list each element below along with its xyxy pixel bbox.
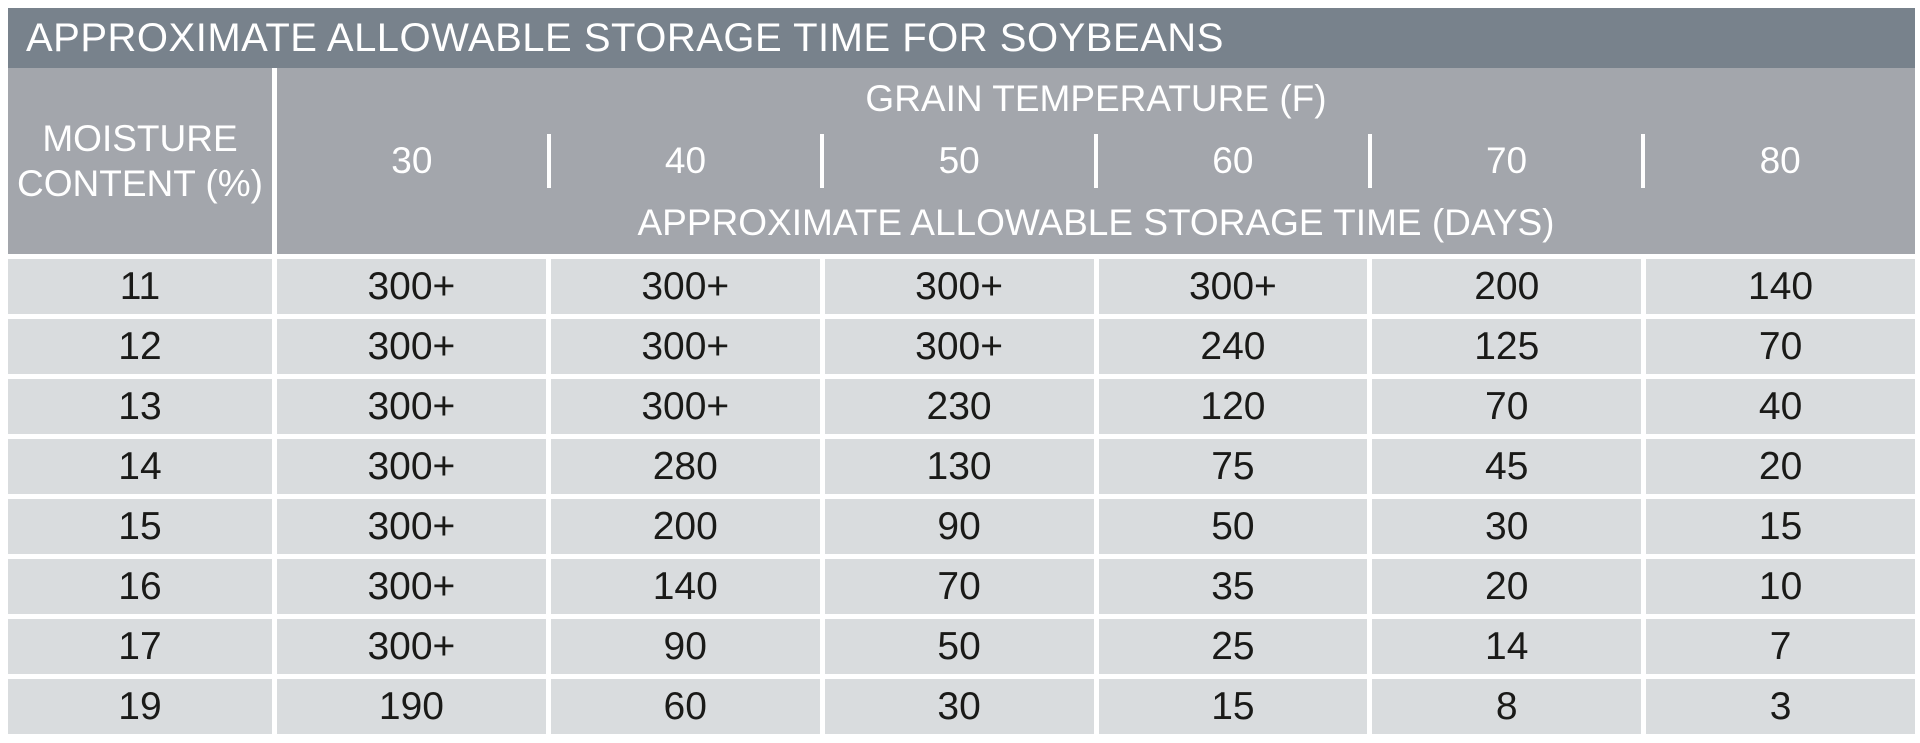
value-cell: 70 [1372, 379, 1642, 434]
table-row: 14 300+ 280 130 75 45 20 [8, 439, 1915, 494]
row-header-moisture-content: MOISTURE CONTENT (%) [8, 68, 272, 254]
value-cell: 90 [550, 619, 820, 674]
value-cell: 15 [1646, 499, 1915, 554]
temp-column-separator [1641, 134, 1646, 188]
value-cell: 75 [1098, 439, 1368, 494]
sub-header-storage-time-days: APPROXIMATE ALLOWABLE STORAGE TIME (DAYS… [637, 202, 1555, 243]
temp-column-separator [546, 134, 551, 188]
value-cell: 30 [1372, 499, 1642, 554]
table-row: 16 300+ 140 70 35 20 10 [8, 559, 1915, 614]
table-row: 19 190 60 30 15 8 3 [8, 679, 1915, 734]
value-cell: 230 [824, 379, 1094, 434]
moisture-cell: 19 [8, 679, 272, 734]
value-cell: 300+ [824, 319, 1094, 374]
value-cell: 60 [550, 679, 820, 734]
moisture-cell: 15 [8, 499, 272, 554]
temp-column-separator [1367, 134, 1372, 188]
table-header: MOISTURE CONTENT (%) GRAIN TEMPERATURE (… [8, 68, 1915, 254]
moisture-cell: 11 [8, 259, 272, 314]
value-cell: 120 [1098, 379, 1368, 434]
moisture-cell: 16 [8, 559, 272, 614]
table-row: 13 300+ 300+ 230 120 70 40 [8, 379, 1915, 434]
table-row: 12 300+ 300+ 300+ 240 125 70 [8, 319, 1915, 374]
row-header-line2: CONTENT (%) [17, 163, 263, 204]
value-cell: 8 [1372, 679, 1642, 734]
temp-column-header: 80 [1759, 140, 1801, 181]
row-header-line1: MOISTURE [42, 117, 238, 159]
value-cell: 20 [1646, 439, 1915, 494]
table-title: APPROXIMATE ALLOWABLE STORAGE TIME FOR S… [8, 8, 1915, 68]
value-cell: 300+ [277, 379, 546, 434]
value-cell: 15 [1098, 679, 1368, 734]
value-cell: 300+ [550, 259, 820, 314]
value-cell: 300+ [277, 619, 546, 674]
value-cell: 200 [1372, 259, 1642, 314]
value-cell: 130 [824, 439, 1094, 494]
value-cell: 300+ [277, 319, 546, 374]
temp-column-header: 70 [1485, 140, 1528, 181]
value-cell: 300+ [1098, 259, 1368, 314]
value-cell: 7 [1646, 619, 1915, 674]
value-cell: 190 [277, 679, 546, 734]
temp-column-header: 60 [1212, 140, 1254, 181]
value-cell: 300+ [550, 319, 820, 374]
table-row: 15 300+ 200 90 50 30 15 [8, 499, 1915, 554]
value-cell: 30 [824, 679, 1094, 734]
value-cell: 140 [1646, 259, 1915, 314]
value-cell: 280 [550, 439, 820, 494]
table-row: 17 300+ 90 50 25 14 7 [8, 619, 1915, 674]
temperature-header-group: GRAIN TEMPERATURE (F) 30 40 50 60 70 80 APPRO… [277, 68, 1915, 254]
value-cell: 300+ [277, 559, 546, 614]
value-cell: 70 [824, 559, 1094, 614]
value-cell: 20 [1372, 559, 1642, 614]
temp-column-header: 50 [938, 140, 980, 181]
value-cell: 90 [824, 499, 1094, 554]
moisture-cell: 12 [8, 319, 272, 374]
value-cell: 50 [824, 619, 1094, 674]
data-rows: 11 300+ 300+ 300+ 300+ 200 140 12 300+ 300+ 300+ 24… [8, 259, 1915, 734]
value-cell: 300+ [277, 499, 546, 554]
table-row: 11 300+ 300+ 300+ 300+ 200 140 [8, 259, 1915, 314]
value-cell: 50 [1098, 499, 1368, 554]
value-cell: 200 [550, 499, 820, 554]
value-cell: 40 [1646, 379, 1915, 434]
temp-column-separator [1094, 134, 1099, 188]
value-cell: 3 [1646, 679, 1915, 734]
value-cell: 25 [1098, 619, 1368, 674]
temp-column-header: 40 [664, 140, 707, 181]
value-cell: 125 [1372, 319, 1642, 374]
value-cell: 300+ [824, 259, 1094, 314]
value-cell: 140 [550, 559, 820, 614]
value-cell: 70 [1646, 319, 1915, 374]
temp-columns-row: 30 40 50 60 70 80 [277, 130, 1915, 192]
value-cell: 300+ [277, 259, 546, 314]
value-cell: 14 [1372, 619, 1642, 674]
value-cell: 45 [1372, 439, 1642, 494]
moisture-cell: 14 [8, 439, 272, 494]
value-cell: 240 [1098, 319, 1368, 374]
temp-column-separator [820, 134, 825, 188]
column-group-header-grain-temperature: GRAIN TEMPERATURE (F) [865, 78, 1327, 119]
value-cell: 35 [1098, 559, 1368, 614]
value-cell: 300+ [550, 379, 820, 434]
temp-column-header: 30 [391, 140, 433, 181]
moisture-cell: 17 [8, 619, 272, 674]
value-cell: 300+ [277, 439, 546, 494]
column-separator [272, 68, 277, 254]
moisture-cell: 13 [8, 379, 272, 434]
value-cell: 10 [1646, 559, 1915, 614]
